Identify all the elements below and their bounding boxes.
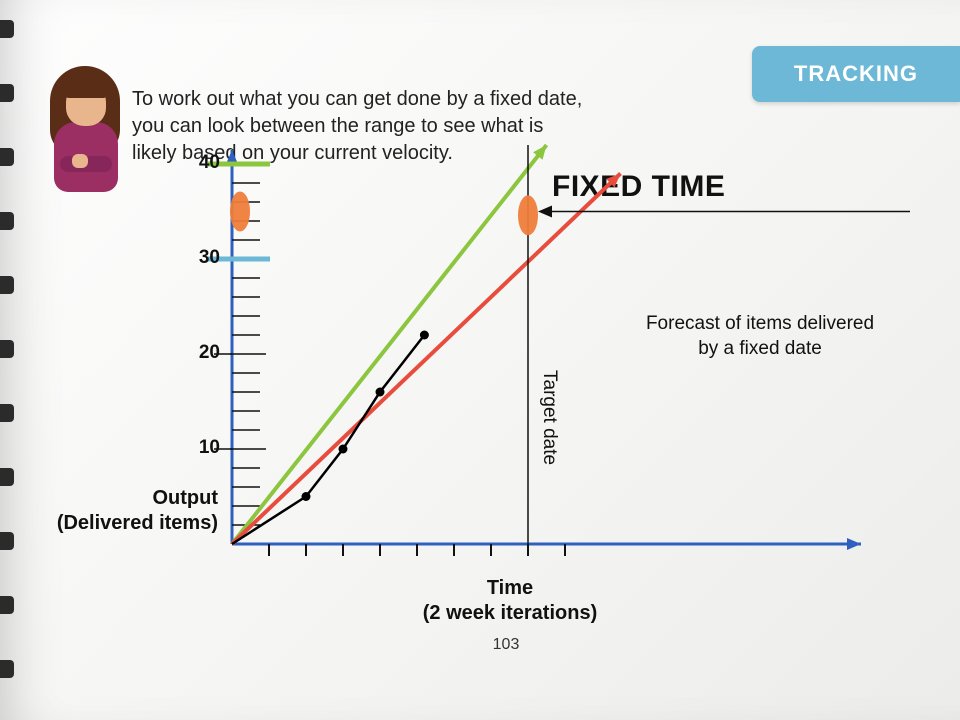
- y-tick-label: 40: [184, 152, 220, 174]
- target-date-label: Target date: [538, 370, 560, 465]
- page-number: 103: [476, 636, 536, 654]
- page-card: TRACKING To work out what you can get do…: [0, 0, 960, 720]
- y-tick-label: 20: [184, 342, 220, 364]
- y-tick-label: 10: [184, 437, 220, 459]
- x-axis-label: Time (2 week iterations): [380, 576, 640, 626]
- forecast-label: Forecast of items delivered by a fixed d…: [610, 312, 910, 361]
- y-axis-label: Output (Delivered items): [48, 486, 218, 536]
- y-tick-label: 30: [184, 247, 220, 269]
